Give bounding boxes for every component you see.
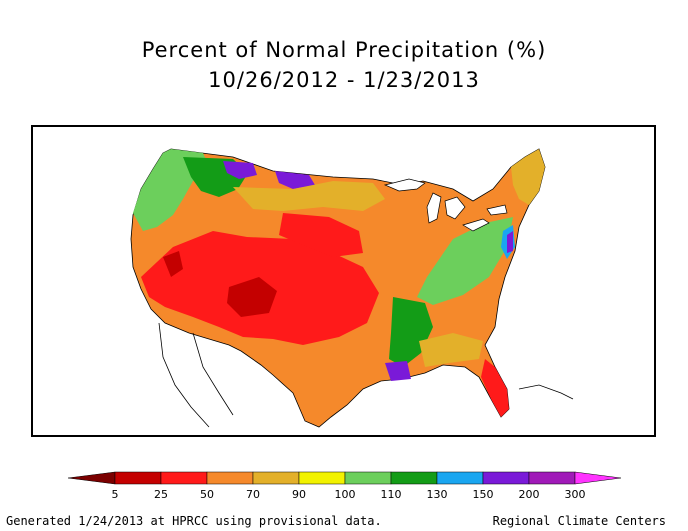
legend-label: 70 (246, 488, 260, 501)
northern-plains-gold (233, 181, 385, 211)
legend-swatch (298, 471, 346, 485)
legend-swatch (482, 471, 530, 485)
generated-note: Generated 1/24/2013 at HPRCC using provi… (6, 514, 382, 528)
northern-plains-purple (275, 171, 315, 189)
legend-swatch (344, 471, 392, 485)
legend-label: 200 (519, 488, 540, 501)
legend-swatch (390, 471, 438, 485)
delmarva-purple (507, 231, 513, 253)
legend-label: 5 (112, 488, 119, 501)
legend-arrow-high (574, 471, 622, 485)
legend-label: 90 (292, 488, 306, 501)
legend-swatch (206, 471, 254, 485)
legend-label: 25 (154, 488, 168, 501)
legend-swatch (160, 471, 208, 485)
precipitation-map (31, 125, 656, 437)
legend-label: 100 (335, 488, 356, 501)
map-date-range: 10/26/2012 - 1/23/2013 (208, 68, 480, 92)
montana-purple (223, 161, 257, 179)
legend-label: 300 (565, 488, 586, 501)
central-plains-red (279, 213, 363, 257)
map-title: Percent of Normal Precipitation (%) (141, 38, 547, 62)
credit-text: Regional Climate Centers (492, 514, 666, 528)
new-england-gold (511, 149, 545, 205)
usa-precip-map (130, 148, 574, 428)
legend-label: 150 (473, 488, 494, 501)
gulf-coast-purple (385, 361, 411, 381)
great-lakes (383, 178, 508, 232)
legend-swatch (436, 471, 484, 485)
legend-swatch (114, 471, 162, 485)
legend-swatch (252, 471, 300, 485)
legend-arrow-low (67, 471, 116, 485)
color-legend: 5 25 50 70 90 100 110 130 150 200 300 (0, 466, 688, 506)
ohio-valley-green (417, 217, 513, 305)
legend-label: 50 (200, 488, 214, 501)
legend-bar: 5 25 50 70 90 100 110 130 150 200 300 (67, 471, 622, 501)
southeast-gold (419, 333, 483, 367)
legend-label: 130 (427, 488, 448, 501)
cuba-outline (518, 384, 574, 400)
legend-swatch (528, 471, 576, 485)
legend-label: 110 (381, 488, 402, 501)
mexico-outline (158, 322, 234, 428)
florida-red (481, 359, 509, 417)
four-corners-darkred (227, 277, 277, 317)
california-darkred (163, 251, 183, 277)
